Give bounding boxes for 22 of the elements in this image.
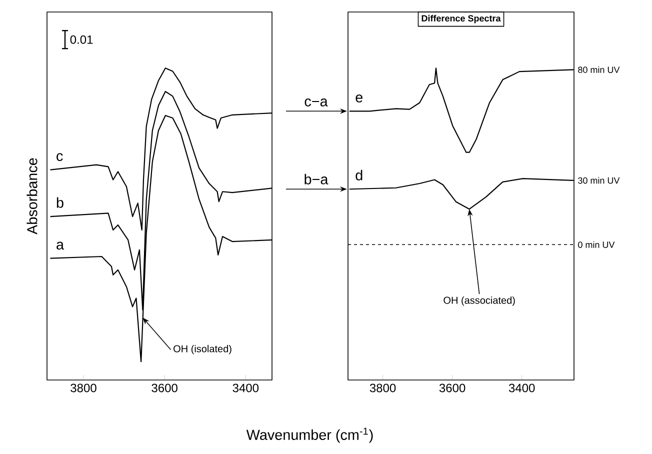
annotation: 80 min UV xyxy=(578,66,620,73)
annotation: OH (associated) xyxy=(444,296,515,306)
ref-line-label: 0 min UV xyxy=(578,241,615,248)
series-label: b xyxy=(56,197,64,208)
x-tick-label: 3600 xyxy=(152,384,178,392)
text: 0.01 xyxy=(70,35,93,44)
series-label: d xyxy=(356,170,362,180)
chart-title: Difference Spectra xyxy=(422,14,501,24)
x-tick-label: 3400 xyxy=(232,384,259,392)
series-label: e xyxy=(356,94,362,102)
y-axis-title: Absorbance xyxy=(26,158,38,234)
x-axis-title: Wavenumber (cm$^{-1}$) xyxy=(246,428,373,443)
x-tick-label: 3600 xyxy=(439,384,466,392)
x-tick-label: 3800 xyxy=(70,384,96,392)
annotation: c−a xyxy=(304,98,328,106)
series-label: a xyxy=(56,242,64,250)
series-label: c xyxy=(56,153,63,162)
x-tick-label: 3400 xyxy=(508,384,535,392)
annotation: b−a xyxy=(304,174,328,184)
annotation: OH (isolated) xyxy=(174,344,232,354)
annotation: 30 min UV xyxy=(578,177,620,184)
x-tick-label: 3800 xyxy=(370,384,396,392)
